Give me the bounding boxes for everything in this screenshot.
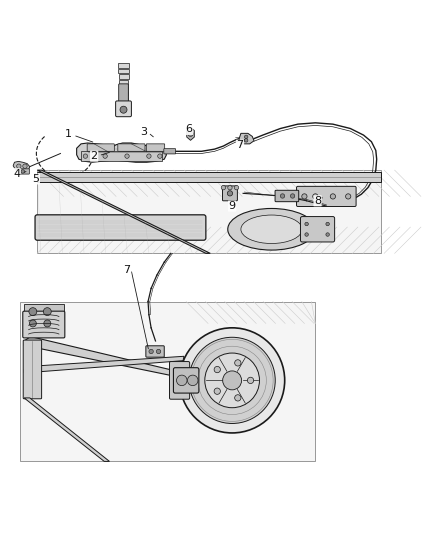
Circle shape [214, 388, 220, 394]
FancyBboxPatch shape [146, 144, 165, 151]
Circle shape [302, 194, 307, 199]
Circle shape [187, 375, 198, 386]
Circle shape [221, 185, 226, 190]
Text: 6: 6 [186, 124, 193, 134]
Circle shape [313, 194, 318, 199]
Circle shape [177, 375, 187, 386]
Text: 7: 7 [237, 140, 244, 150]
Circle shape [189, 337, 275, 424]
Circle shape [244, 135, 248, 139]
Polygon shape [24, 398, 110, 462]
Text: 9: 9 [229, 201, 236, 211]
Circle shape [280, 194, 285, 198]
Circle shape [346, 194, 351, 199]
Circle shape [147, 154, 151, 158]
Circle shape [228, 185, 232, 190]
Circle shape [214, 366, 220, 373]
Circle shape [158, 154, 162, 158]
Ellipse shape [228, 208, 315, 250]
Polygon shape [24, 336, 197, 381]
Polygon shape [239, 133, 254, 144]
FancyBboxPatch shape [119, 84, 128, 106]
FancyBboxPatch shape [23, 311, 65, 338]
FancyBboxPatch shape [300, 216, 335, 242]
Circle shape [149, 349, 153, 354]
Text: 7: 7 [124, 265, 131, 275]
Bar [119, 97, 128, 102]
Circle shape [205, 353, 259, 408]
Bar [119, 91, 128, 96]
Bar [118, 69, 129, 74]
Circle shape [227, 191, 233, 196]
Bar [119, 103, 128, 108]
Circle shape [188, 131, 193, 136]
Circle shape [103, 154, 107, 158]
FancyBboxPatch shape [35, 215, 206, 240]
FancyBboxPatch shape [118, 144, 145, 151]
Circle shape [180, 328, 285, 433]
Circle shape [330, 194, 336, 199]
Circle shape [235, 395, 241, 401]
Text: 2: 2 [91, 151, 98, 161]
Bar [119, 108, 128, 113]
Circle shape [43, 308, 51, 316]
Circle shape [223, 371, 242, 390]
Text: 3: 3 [140, 127, 147, 136]
Circle shape [305, 233, 308, 236]
FancyBboxPatch shape [173, 368, 199, 393]
Circle shape [305, 222, 308, 226]
Circle shape [234, 185, 239, 190]
Bar [20, 302, 315, 462]
Circle shape [244, 139, 248, 142]
Circle shape [156, 349, 161, 354]
Polygon shape [24, 356, 184, 373]
Bar [118, 63, 129, 68]
Bar [119, 74, 128, 79]
Polygon shape [187, 127, 194, 140]
Text: 8: 8 [314, 196, 321, 206]
FancyBboxPatch shape [87, 144, 114, 151]
Circle shape [29, 308, 37, 316]
Circle shape [326, 222, 329, 226]
FancyBboxPatch shape [146, 346, 164, 357]
Polygon shape [37, 170, 210, 253]
FancyBboxPatch shape [81, 151, 162, 160]
Bar [119, 80, 128, 85]
Text: 5: 5 [32, 174, 39, 184]
FancyBboxPatch shape [170, 361, 190, 399]
FancyBboxPatch shape [23, 340, 42, 399]
Text: 4: 4 [13, 168, 20, 179]
Polygon shape [77, 143, 166, 162]
Circle shape [125, 154, 129, 158]
Circle shape [23, 164, 27, 168]
Bar [119, 86, 128, 91]
Circle shape [83, 154, 88, 158]
Circle shape [120, 106, 127, 113]
Circle shape [247, 377, 254, 384]
Text: 1: 1 [64, 129, 71, 139]
Circle shape [235, 360, 241, 366]
Bar [37, 172, 381, 182]
Circle shape [326, 233, 329, 236]
FancyBboxPatch shape [16, 169, 29, 174]
FancyBboxPatch shape [275, 190, 299, 201]
Circle shape [21, 169, 25, 173]
Circle shape [29, 320, 36, 327]
Circle shape [44, 320, 51, 327]
Bar [37, 170, 381, 253]
Circle shape [290, 194, 295, 198]
FancyBboxPatch shape [116, 101, 131, 117]
FancyBboxPatch shape [223, 186, 237, 201]
Bar [24, 304, 64, 319]
Polygon shape [13, 161, 30, 171]
FancyBboxPatch shape [164, 149, 176, 154]
Circle shape [17, 164, 21, 168]
Ellipse shape [241, 215, 302, 244]
FancyBboxPatch shape [297, 187, 356, 206]
